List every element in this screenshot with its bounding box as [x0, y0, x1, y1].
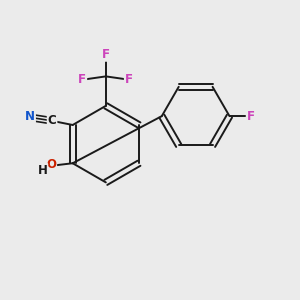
Text: N: N [25, 110, 35, 123]
Text: F: F [78, 73, 86, 86]
Text: C: C [48, 114, 56, 127]
Text: O: O [46, 158, 56, 171]
Text: F: F [102, 48, 110, 61]
Text: F: F [247, 110, 255, 123]
Text: H: H [38, 164, 47, 177]
Text: F: F [125, 73, 133, 86]
